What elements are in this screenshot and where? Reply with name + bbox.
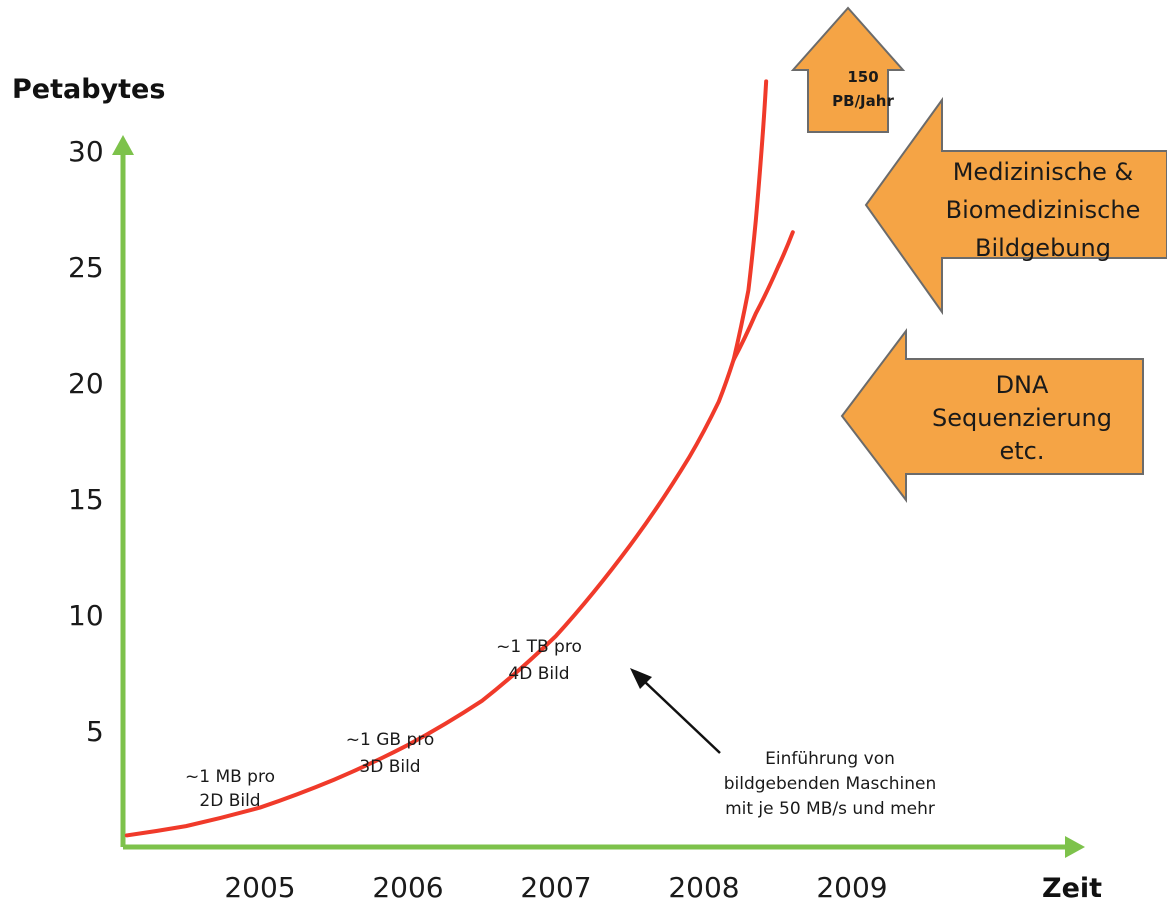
dna-callout-line-0: DNA [996, 371, 1049, 399]
note-machines-line-0: Einführung von [765, 749, 895, 769]
y-tick-label-3: 20 [68, 367, 104, 400]
y-axis-arrowhead [112, 135, 134, 155]
up-arrow-callout [790, 6, 906, 133]
x-tick-label-2: 2007 [520, 871, 591, 904]
medical-callout-line-2: Bildgebung [975, 234, 1111, 262]
pointer-arrowhead [630, 668, 652, 689]
curve-series-2 [731, 230, 795, 362]
note-tb-line-1: 4D Bild [508, 664, 569, 684]
x-tick-label-3: 2008 [668, 871, 739, 904]
note-tb-line-0: ~1 TB pro [496, 637, 582, 657]
curve-series-1 [731, 79, 769, 362]
axes [112, 135, 1085, 858]
y-tick-label-4: 25 [68, 251, 104, 284]
medical-callout-line-1: Biomedizinische [946, 196, 1141, 224]
y-axis-title: Petabytes [12, 74, 165, 105]
y-tick-label-2: 15 [68, 483, 104, 516]
dna-callout-line-2: etc. [1000, 437, 1045, 465]
note-mb-line-1: 2D Bild [199, 791, 260, 811]
note-machines-line-1: bildgebenden Maschinen [724, 774, 937, 794]
x-tick-label-4: 2009 [816, 871, 887, 904]
x-tick-label-1: 2006 [372, 871, 443, 904]
x-tick-label-0: 2005 [224, 871, 295, 904]
left-arrow-callout-medical [864, 96, 1167, 316]
note-mb-line-0: ~1 MB pro [185, 767, 275, 787]
y-tick-label-5: 30 [68, 135, 104, 168]
y-tick-label-1: 10 [68, 599, 104, 632]
x-axis-arrowhead [1065, 836, 1085, 858]
curves [124, 79, 795, 838]
x-axis-title: Zeit [1042, 873, 1102, 904]
top-callout-line-1: PB/Jahr [832, 92, 894, 110]
top-callout-line-0: 150 [847, 68, 878, 86]
pointer-arrow-line [644, 681, 721, 754]
note-gb-line-1: 3D Bild [359, 757, 420, 777]
note-machines-line-2: mit je 50 MB/s und mehr [725, 799, 935, 819]
callouts: 150 PB/Jahr Medizinische & Biomedizinische B… [790, 6, 1167, 503]
notes: ~1 MB pro 2D Bild ~1 GB pro 3D Bild ~1 TB pr… [185, 637, 936, 819]
y-tick-label-0: 5 [86, 715, 104, 748]
note-gb-line-0: ~1 GB pro [346, 730, 435, 750]
medical-callout-line-0: Medizinische & [953, 158, 1134, 186]
curve-series-0 [124, 357, 736, 838]
labels: Petabytes Zeit 5 10 15 20 25 30 2005 2006 2007 2008… [12, 74, 1102, 904]
dna-callout-line-1: Sequenzierung [932, 404, 1112, 432]
left-arrow-callout-dna [840, 328, 1144, 503]
